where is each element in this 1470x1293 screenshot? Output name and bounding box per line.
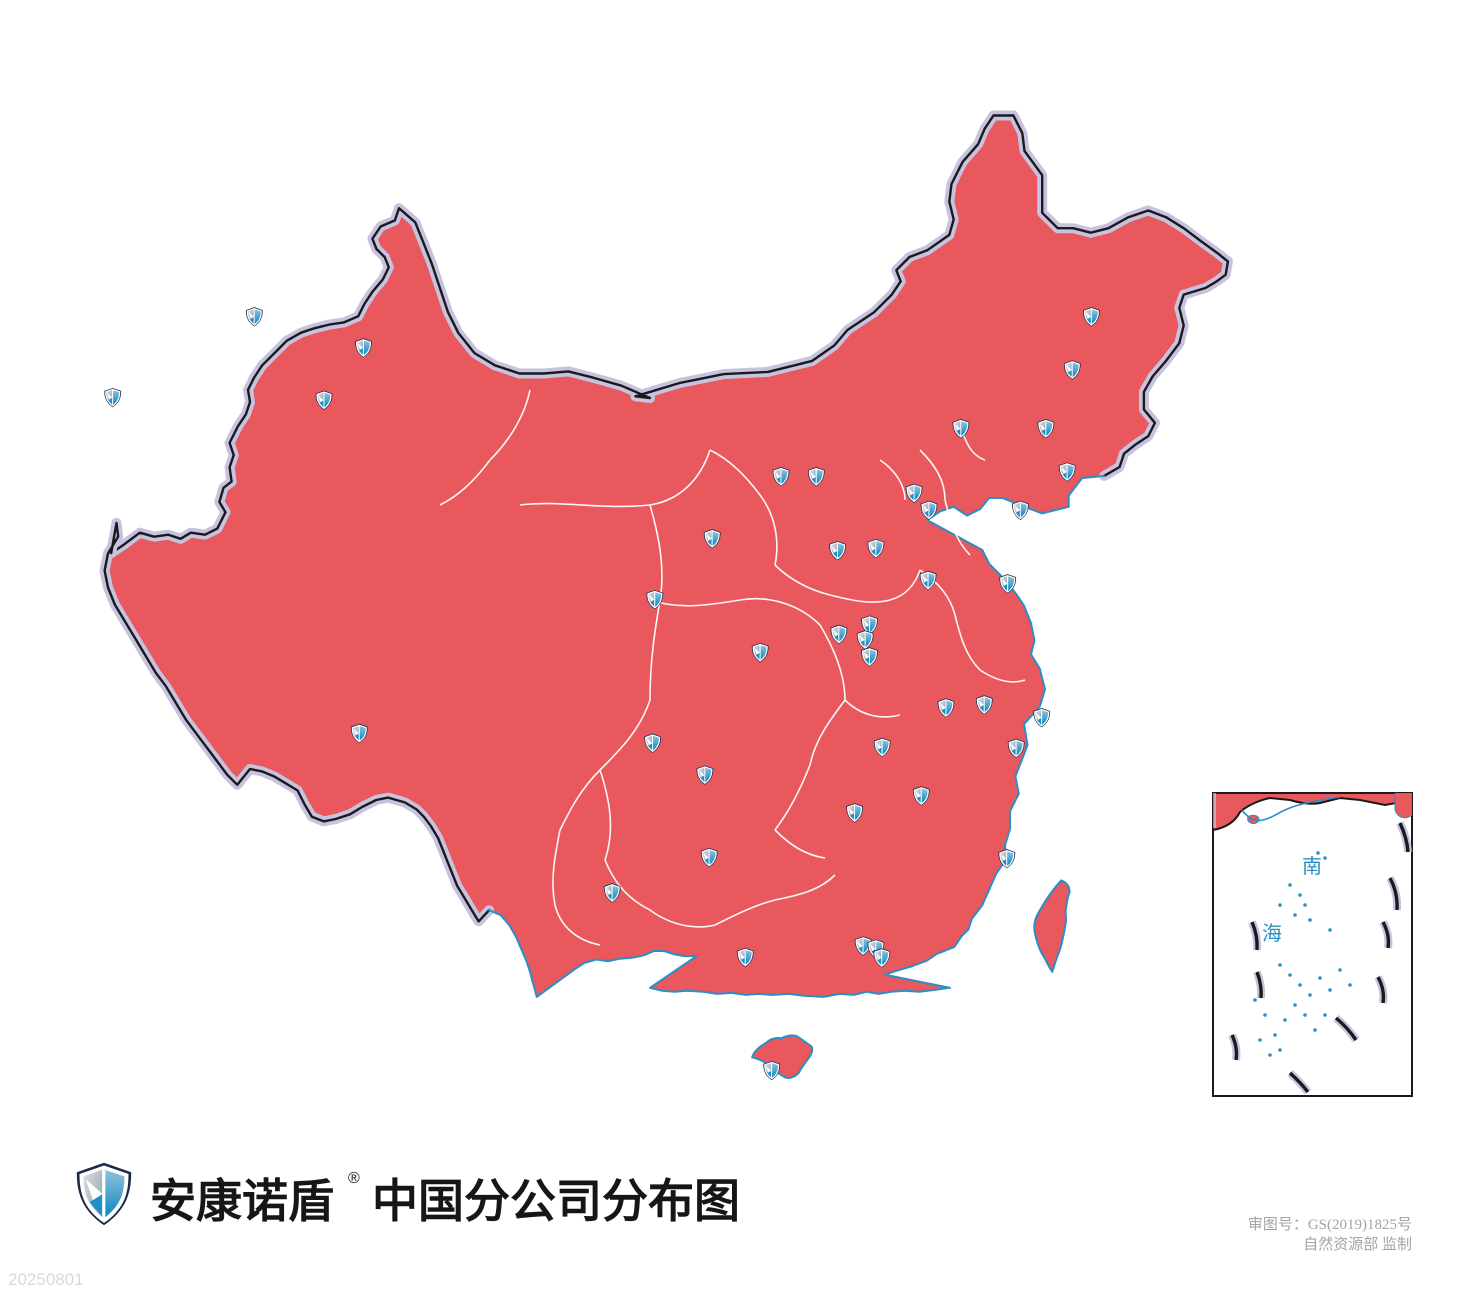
svg-text:自然资源部 监制: 自然资源部 监制 [1303,1236,1412,1253]
svg-text:海: 海 [1262,922,1282,945]
svg-text:20250801: 20250801 [8,1270,84,1289]
svg-text:审图号：GS(2019)1825号: 审图号：GS(2019)1825号 [1248,1216,1412,1233]
svg-text:中国分公司分布图: 中国分公司分布图 [372,1176,740,1227]
svg-text:安康诺盾: 安康诺盾 [150,1176,334,1227]
svg-text:®: ® [348,1170,360,1187]
svg-text:南: 南 [1302,855,1322,878]
